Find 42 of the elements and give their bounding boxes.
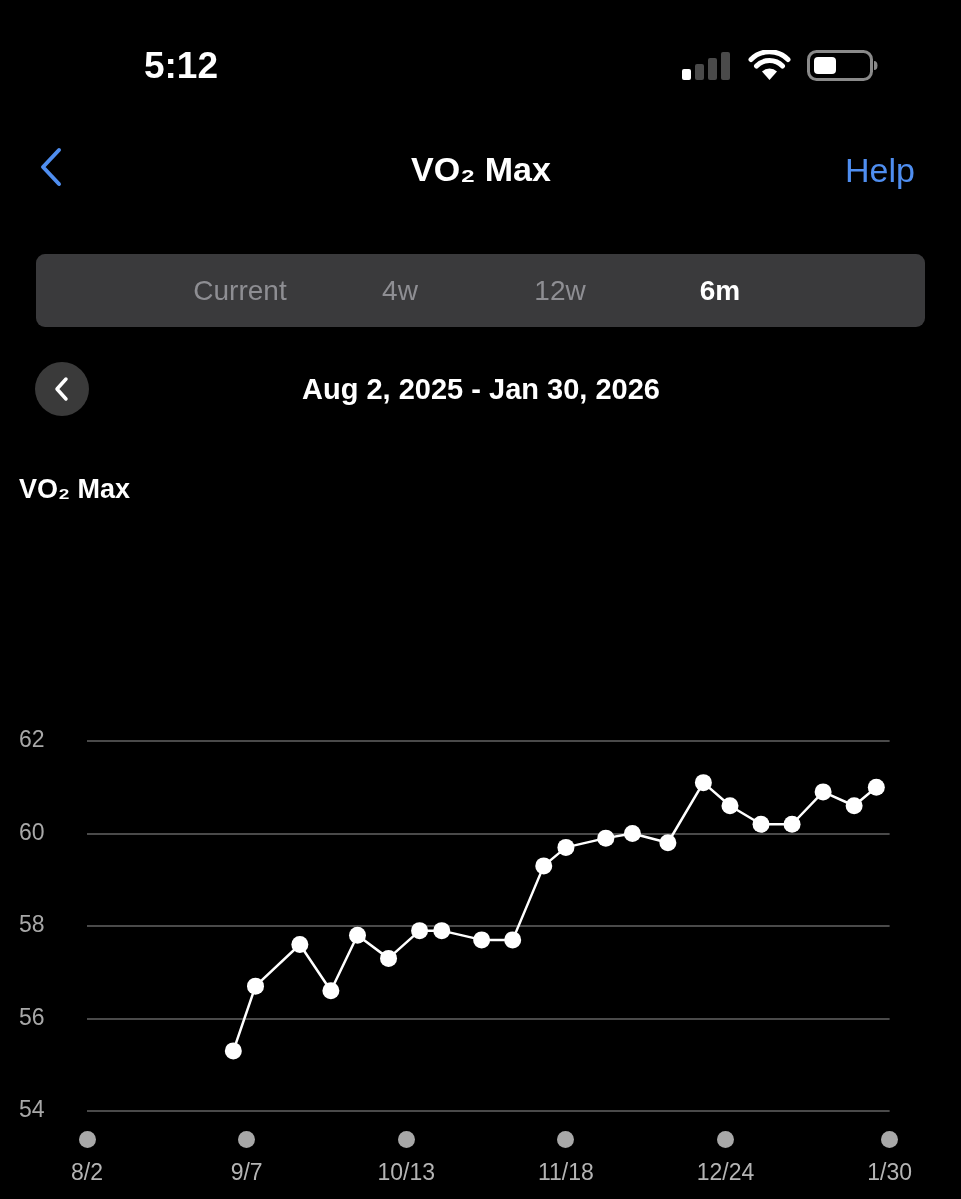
point: [597, 829, 615, 847]
text: 5:12: [143, 44, 219, 88]
y-tick-label: 62: [19, 726, 45, 753]
point: [322, 982, 340, 1000]
x-tick-label: 8/2: [71, 1159, 103, 1186]
x-tick-label: 12/24: [696, 1159, 755, 1186]
point: [814, 783, 832, 801]
chart-title: VO₂ Max: [411, 150, 551, 190]
point: [783, 815, 801, 833]
text: Current: [193, 274, 287, 308]
y-tick-label: 58: [19, 911, 45, 938]
text: VO₂ Max: [19, 474, 131, 506]
point: [845, 797, 863, 815]
x-tick-label: 1/30: [867, 1159, 912, 1186]
point: [291, 936, 309, 953]
y-tick-label: 60: [19, 818, 45, 845]
point: [473, 931, 491, 949]
text: 6m: [699, 274, 741, 308]
point: [224, 1042, 242, 1060]
point: [349, 926, 366, 944]
chart-subtitle: Aug 2, 2025 - Jan 30, 2026: [302, 373, 660, 407]
point: [659, 834, 677, 852]
x-tick-label: 10/13: [377, 1159, 436, 1186]
y-tick-label: 56: [19, 1003, 45, 1030]
point: [694, 774, 712, 792]
y-tick-label: 54: [19, 1096, 45, 1123]
point: [433, 922, 451, 940]
text: Help: [845, 151, 915, 191]
point: [752, 815, 770, 833]
text: 4w: [382, 274, 418, 308]
point: [623, 825, 641, 842]
x-tick-label: 9/7: [230, 1159, 263, 1186]
point: [504, 931, 522, 949]
text: 12w: [534, 274, 586, 308]
point: [380, 949, 398, 967]
point: [557, 838, 575, 856]
point: [247, 977, 265, 995]
point: [535, 857, 553, 875]
x-tick-label: 11/18: [537, 1159, 594, 1186]
point: [411, 922, 429, 940]
point: [867, 778, 885, 796]
point: [721, 797, 739, 815]
